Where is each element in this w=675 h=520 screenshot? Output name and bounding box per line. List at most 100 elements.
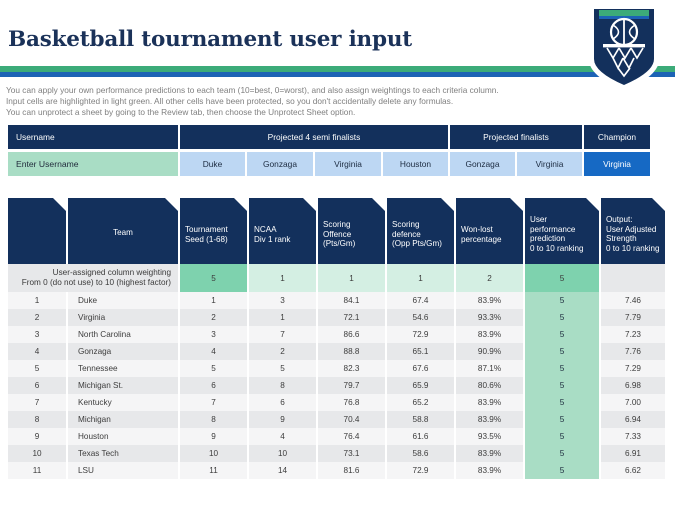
column-header-user-prediction: User performance prediction 0 to 10 rank… [525,198,599,264]
weighting-input-ncaa[interactable]: 1 [249,264,316,292]
instruction-line-2: Input cells are highlighted in light gre… [6,96,454,107]
output-strength-value: 7.79 [601,309,665,326]
scoring-offence-value: 73.1 [318,445,385,462]
weighting-input-seed[interactable]: 5 [180,264,247,292]
row-number: 2 [8,309,66,326]
won-lost-value: 83.9% [456,445,523,462]
semi-finalist-cell-1[interactable]: Duke [180,152,245,176]
seed-value: 2 [180,309,247,326]
instruction-line-3: You can unprotect a sheet by going to th… [6,107,356,118]
weighting-input-offence[interactable]: 1 [318,264,385,292]
header-semi-finalists: Projected 4 semi finalists [180,125,448,149]
weighting-label: User-assigned column weighting From 0 (d… [8,264,178,292]
scoring-defence-value: 58.8 [387,411,454,428]
output-strength-value: 7.46 [601,292,665,309]
weighting-input-prediction[interactable]: 5 [525,264,599,292]
defence-line-1: Scoring [392,220,420,229]
row-number: 3 [8,326,66,343]
user-prediction-input[interactable]: 5 [525,428,599,445]
champion-cell[interactable]: Virginia [584,152,650,176]
ncaa-rank-value: 10 [249,445,316,462]
prediction-line-1: User [530,215,548,224]
header-finalists: Projected finalists [450,125,582,149]
seed-value: 11 [180,462,247,479]
seed-value: 8 [180,411,247,428]
user-prediction-input[interactable]: 5 [525,394,599,411]
row-number: 9 [8,428,66,445]
seed-value: 6 [180,377,247,394]
projections-value-row: Enter Username Duke Gonzaga Virginia Hou… [8,152,650,176]
column-header-team: Team [68,198,178,264]
user-prediction-input[interactable]: 5 [525,462,599,479]
seed-value: 1 [180,292,247,309]
user-prediction-input[interactable]: 5 [525,377,599,394]
won-lost-value: 83.9% [456,292,523,309]
scoring-defence-value: 58.6 [387,445,454,462]
weighting-input-winpct[interactable]: 2 [456,264,523,292]
semi-finalist-cell-4[interactable]: Houston [382,152,448,176]
output-line-4: 0 to 10 ranking [606,243,660,253]
page-title: Basketball tournament user input [8,27,412,52]
finalist-cell-1[interactable]: Gonzaga [450,152,515,176]
offence-line-3: (Pts/Gm) [323,239,356,249]
output-line-1: Output: [606,215,633,224]
scoring-offence-value: 70.4 [318,411,385,428]
user-prediction-input[interactable]: 5 [525,411,599,428]
column-header-rank-blank [8,198,66,264]
output-strength-value: 6.62 [601,462,665,479]
ncaa-line-2: Div 1 rank [254,234,291,244]
seed-value: 4 [180,343,247,360]
team-name: Kentucky [68,394,178,411]
instructions-block: You can apply your own performance predi… [6,85,499,119]
output-strength-value: 7.29 [601,360,665,377]
output-strength-value: 7.00 [601,394,665,411]
table-row: 10 Texas Tech 10 10 73.1 58.6 83.9% 5 6.91 [8,445,665,462]
output-line-2: User Adjusted [606,224,657,234]
prediction-line-2: performance [530,224,576,234]
defence-line-2: defence [392,229,421,239]
semi-finalist-cell-2[interactable]: Gonzaga [246,152,313,176]
prediction-line-4: 0 to 10 ranking [530,243,584,253]
output-strength-value: 6.98 [601,377,665,394]
divider-blue [0,72,675,77]
seed-value: 3 [180,326,247,343]
scoring-defence-value: 54.6 [387,309,454,326]
won-lost-value: 87.1% [456,360,523,377]
won-lost-value: 93.3% [456,309,523,326]
user-prediction-input[interactable]: 5 [525,292,599,309]
output-strength-value: 7.76 [601,343,665,360]
username-input-cell[interactable]: Enter Username [8,152,178,176]
user-prediction-input[interactable]: 5 [525,360,599,377]
user-prediction-input[interactable]: 5 [525,309,599,326]
seed-value: 10 [180,445,247,462]
scoring-offence-value: 88.8 [318,343,385,360]
user-prediction-input[interactable]: 5 [525,445,599,462]
scoring-offence-value: 82.3 [318,360,385,377]
scoring-offence-value: 76.8 [318,394,385,411]
team-name: Virginia [68,309,178,326]
row-number: 8 [8,411,66,428]
ncaa-line-1: NCAA [254,225,277,234]
user-prediction-input[interactable]: 5 [525,326,599,343]
finalist-cell-2[interactable]: Virginia [517,152,582,176]
row-number: 6 [8,377,66,394]
team-name: Houston [68,428,178,445]
ncaa-rank-value: 1 [249,309,316,326]
table-row: 2 Virginia 2 1 72.1 54.6 93.3% 5 7.79 [8,309,665,326]
criteria-header-row: Team Tournament Seed (1-68) NCAA Div 1 r… [8,198,665,264]
header-username: Username [8,125,178,149]
ncaa-rank-value: 4 [249,428,316,445]
projections-header-row: Username Projected 4 semi finalists Proj… [8,125,650,149]
table-row: 4 Gonzaga 4 2 88.8 65.1 90.9% 5 7.76 [8,343,665,360]
team-name: Duke [68,292,178,309]
offence-line-2: Offence [323,229,352,239]
user-prediction-input[interactable]: 5 [525,343,599,360]
seed-value: 7 [180,394,247,411]
offence-line-1: Scoring [323,220,351,229]
semi-finalist-cell-3[interactable]: Virginia [314,152,381,176]
ncaa-rank-value: 3 [249,292,316,309]
won-lost-value: 90.9% [456,343,523,360]
weighting-input-defence[interactable]: 1 [387,264,454,292]
ncaa-rank-value: 7 [249,326,316,343]
won-lost-value: 80.6% [456,377,523,394]
